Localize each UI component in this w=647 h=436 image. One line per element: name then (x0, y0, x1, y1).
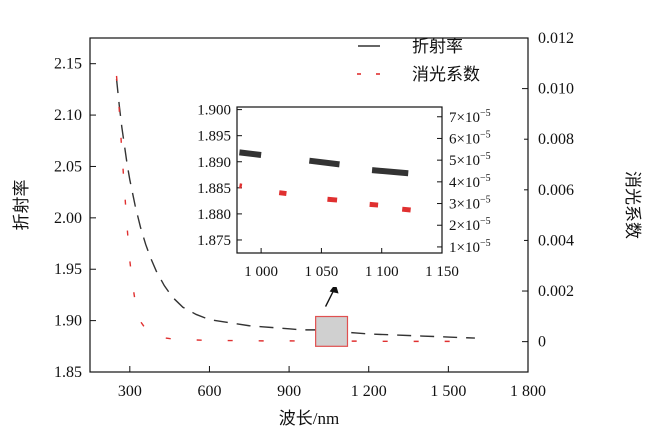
x-tick-label: 1 500 (430, 383, 466, 400)
y2-tick-label: 0.006 (538, 182, 574, 199)
y-tick-label: 1.90 (54, 313, 82, 330)
y2-tick-label: 0.012 (538, 30, 574, 47)
plot-frame (89, 37, 529, 373)
inset-y2-tick-label: 7×10−5 (449, 108, 491, 126)
inset-y2-tick-label: 4×10−5 (449, 173, 491, 191)
series-line-extinction (115, 75, 475, 343)
y2-tick-label: 0.010 (538, 81, 574, 98)
inset-y2-tick-label: 1×10−5 (449, 238, 491, 256)
inset-y-tick-label: 1.890 (197, 155, 231, 171)
y-tick-label: 2.15 (54, 56, 82, 73)
legend-label-refractive: 折射率 (412, 37, 463, 56)
x-tick-label: 1 200 (351, 383, 387, 400)
y-tick-label: 2.10 (54, 107, 82, 124)
y-tick-label: 1.85 (54, 364, 82, 381)
inset-y-tick-label: 1.875 (197, 233, 231, 249)
inset-y-tick-label: 1.900 (197, 103, 231, 119)
inset-background (193, 97, 524, 287)
inset-segment-extinction (278, 190, 287, 197)
inset-x-tick-label: 1 050 (305, 264, 339, 280)
inset-y-tick-label: 1.880 (197, 207, 231, 223)
x-tick-label: 600 (197, 383, 221, 400)
inset-segment-refractive (239, 149, 262, 158)
series-line-refractive (115, 79, 475, 339)
x-tick-label: 900 (277, 383, 301, 400)
y-axis-label: 折射率 (12, 180, 31, 231)
x-tick-label: 300 (118, 383, 142, 400)
inset-x-tick-label: 1 000 (244, 264, 278, 280)
y2-tick-label: 0.008 (538, 131, 574, 148)
x-tick-label: 1 800 (510, 383, 546, 400)
inset-segment-refractive (308, 157, 340, 168)
inset-frame (236, 106, 443, 254)
y-tick-label: 2.05 (54, 158, 82, 175)
y2-tick-label: 0.004 (538, 232, 574, 249)
y2-axis-label: 消光系数 (623, 171, 642, 239)
inset-y2-tick-label: 6×10−5 (449, 129, 491, 147)
y-tick-label: 2.00 (54, 210, 82, 227)
inset-x-tick-label: 1 100 (365, 264, 399, 280)
inset-segment-refractive (371, 167, 409, 177)
inset-y2-tick-label: 5×10−5 (449, 151, 491, 169)
inset-y2-tick-label: 3×10−5 (449, 195, 491, 213)
inset-x-tick-label: 1 150 (425, 264, 459, 280)
y2-tick-label: 0 (538, 334, 546, 351)
inset-segment-extinction (401, 206, 411, 213)
zoom-region (315, 315, 349, 347)
inset-segment-extinction (369, 201, 379, 208)
y-tick-label: 1.95 (54, 261, 82, 278)
legend-label-extinction: 消光系数 (412, 65, 480, 84)
inset-segment-extinction (327, 196, 338, 203)
inset-y-tick-label: 1.885 (197, 181, 231, 197)
inset-y-tick-label: 1.895 (197, 129, 231, 145)
x-axis-label: 波长/nm (279, 409, 339, 428)
y2-tick-label: 0.002 (538, 283, 574, 300)
inset-y2-tick-label: 2×10−5 (449, 216, 491, 234)
